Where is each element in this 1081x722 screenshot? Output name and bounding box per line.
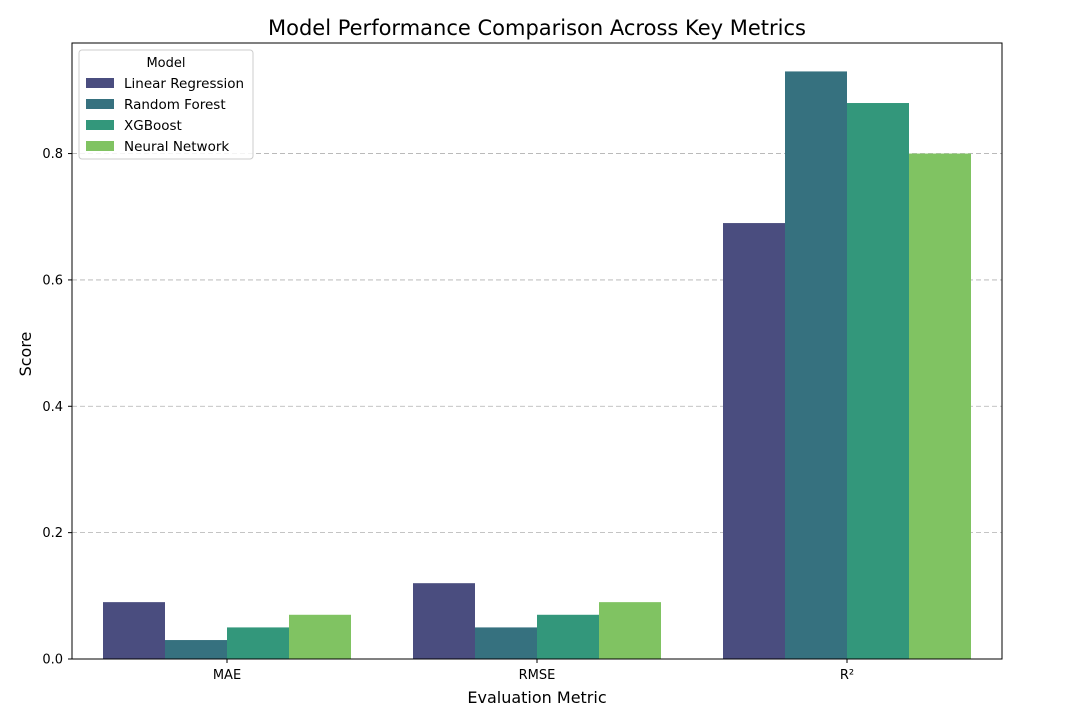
bar-random-forest-2 [785, 71, 847, 659]
y-tick-label: 0.0 [42, 653, 63, 668]
bars [103, 71, 971, 660]
bar-linear-regression-0 [103, 602, 165, 659]
y-tick-label: 0.2 [42, 526, 63, 541]
legend-swatch [86, 120, 114, 130]
legend-swatch [86, 99, 114, 109]
x-tick-label: MAE [213, 668, 241, 683]
legend: Model Linear Regression Random Forest XGBo… [78, 49, 254, 160]
legend-label: XGBoost [124, 118, 182, 134]
bar-xgboost-1 [537, 614, 599, 659]
bar-neural-network-1 [599, 602, 661, 659]
bar-linear-regression-1 [413, 583, 475, 659]
bar-neural-network-0 [289, 614, 351, 659]
legend-swatch [86, 141, 114, 151]
y-tick-label: 0.6 [42, 273, 63, 288]
legend-label: Neural Network [124, 139, 229, 155]
bar-xgboost-2 [847, 103, 909, 660]
x-tick-label: RMSE [519, 668, 556, 683]
legend-items: Linear Regression Random Forest XGBoost Neu… [86, 76, 244, 155]
y-tick-label: 0.8 [42, 147, 63, 162]
legend-title: Model [146, 56, 185, 71]
y-axis-label: Score [16, 332, 35, 377]
bar-linear-regression-2 [723, 223, 785, 660]
x-axis-ticks: MAE RMSE R² [213, 659, 854, 683]
bar-random-forest-1 [475, 627, 537, 659]
x-tick-label: R² [840, 668, 854, 683]
y-tick-label: 0.4 [42, 400, 63, 415]
y-axis-ticks: 0.0 0.2 0.4 0.6 0.8 [42, 147, 72, 668]
legend-swatch [86, 78, 114, 88]
legend-label: Linear Regression [124, 76, 244, 92]
x-axis-label: Evaluation Metric [467, 688, 606, 707]
legend-label: Random Forest [124, 97, 226, 113]
bar-neural-network-2 [909, 153, 971, 660]
bar-random-forest-0 [165, 640, 227, 659]
bar-xgboost-0 [227, 627, 289, 659]
legend-box [78, 49, 254, 160]
chart-title: Model Performance Comparison Across Key … [268, 16, 806, 40]
